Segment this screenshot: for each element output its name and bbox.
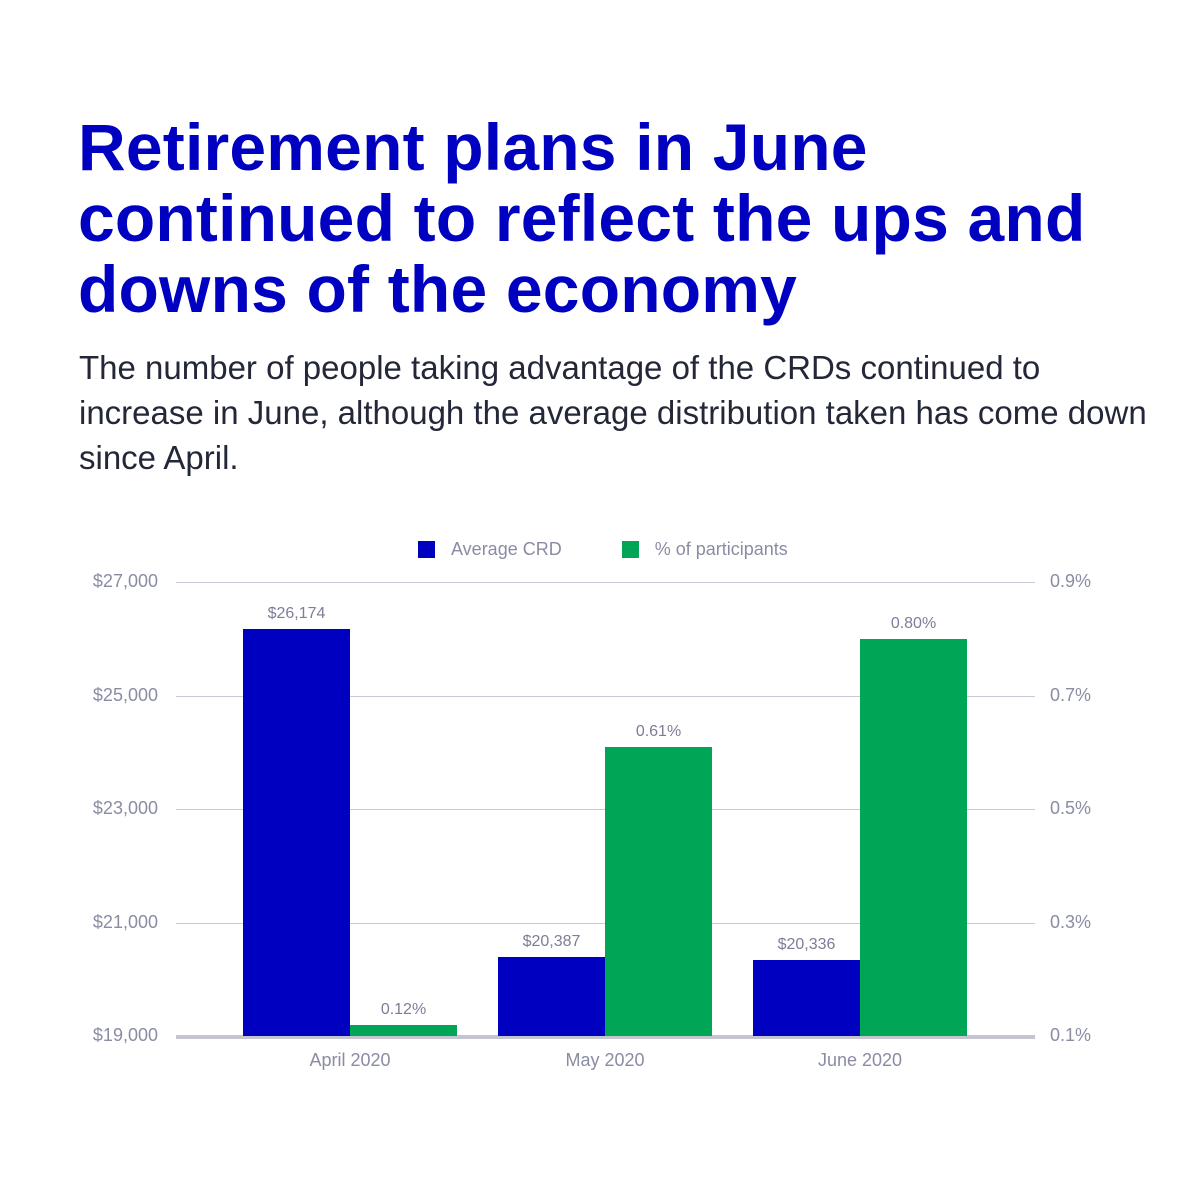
legend: Average CRD % of participants bbox=[418, 538, 848, 560]
data-label-average-crd: $20,387 bbox=[522, 933, 581, 951]
y-axis-right-tick: 0.9% bbox=[1050, 571, 1092, 591]
data-label-average-crd: $26,174 bbox=[267, 604, 326, 622]
y-axis-right-tick: 0.3% bbox=[1050, 911, 1092, 932]
y-axis-left-tick: $19,000 bbox=[92, 1025, 158, 1045]
y-axis-left-tick: $21,000 bbox=[92, 911, 158, 932]
legend-item-pct-participants: % of participants bbox=[621, 538, 788, 560]
y-axis-left-tick: $27,000 bbox=[92, 571, 158, 591]
x-axis-category-label: April 2020 bbox=[309, 1050, 391, 1070]
chart-subtitle: The number of people taking advantage of… bbox=[79, 349, 1147, 476]
bar-average-crd bbox=[753, 960, 860, 1036]
y-axis-left-tick: $23,000 bbox=[92, 798, 158, 818]
legend-label: % of participants bbox=[654, 538, 788, 559]
data-label-average-crd: $20,336 bbox=[777, 936, 836, 954]
y-axis-right-tick: 0.5% bbox=[1050, 798, 1092, 818]
bar-average-crd bbox=[498, 957, 605, 1036]
data-label-pct-participants: 0.61% bbox=[635, 722, 682, 740]
bar-pct-participants bbox=[860, 638, 967, 1036]
gridline bbox=[176, 695, 1035, 697]
data-label-pct-participants: 0.12% bbox=[380, 1000, 427, 1018]
legend-swatch-blue bbox=[418, 540, 435, 558]
legend-label: Average CRD bbox=[451, 538, 562, 559]
y-axis-left-tick: $25,000 bbox=[92, 684, 158, 705]
bar-average-crd bbox=[243, 628, 350, 1036]
data-label-pct-participants: 0.80% bbox=[890, 614, 937, 632]
y-axis-right-tick: 0.7% bbox=[1050, 684, 1092, 705]
x-axis-category-label: June 2020 bbox=[817, 1050, 903, 1070]
legend-swatch-green bbox=[621, 540, 639, 558]
legend-item-average-crd: Average CRD bbox=[418, 539, 562, 560]
gridline bbox=[176, 582, 1035, 583]
y-axis-right-tick: 0.1% bbox=[1050, 1025, 1092, 1045]
x-axis-category-label: May 2020 bbox=[565, 1050, 645, 1070]
x-axis-baseline bbox=[176, 1035, 1035, 1039]
bar-pct-participants bbox=[605, 746, 712, 1036]
chart-title: Retirement plans in June continued to re… bbox=[78, 110, 1086, 326]
bar-pct-participants bbox=[350, 1024, 457, 1036]
